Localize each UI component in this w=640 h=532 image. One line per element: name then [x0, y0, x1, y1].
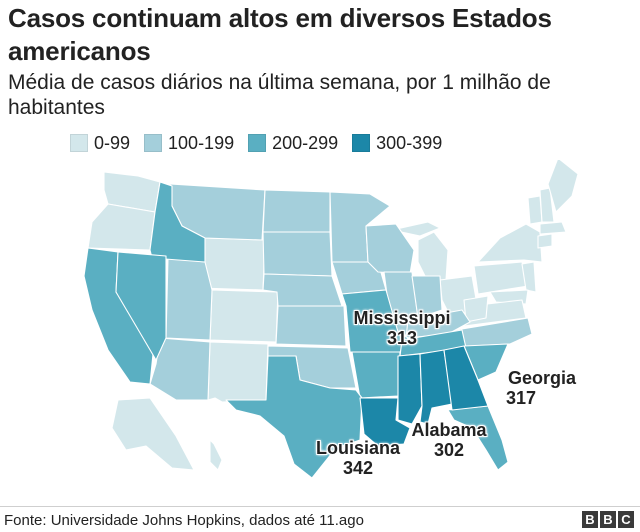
label-alabama-name: Alabama [411, 420, 487, 440]
state-arkansas [351, 351, 401, 399]
legend-swatch [144, 134, 163, 152]
state-south-dakota [262, 231, 333, 277]
state-massachusetts [539, 221, 567, 235]
legend-item-0-99: 0-99 [70, 133, 130, 154]
legend-label: 200-299 [272, 132, 339, 153]
state-maine [547, 160, 579, 213]
legend-swatch [70, 134, 88, 152]
legend-label: 0-99 [94, 132, 131, 153]
label-mississippi-name: Mississippi [353, 308, 451, 328]
state-new-hampshire [539, 187, 555, 223]
label-louisiana-value: 342 [342, 458, 374, 478]
bbc-logo-letter: B [600, 511, 616, 528]
state-nevada [115, 251, 167, 361]
state-new-york [477, 223, 543, 263]
legend-item-200-299: 200-299 [248, 133, 338, 154]
state-alaska [111, 397, 195, 471]
label-georgia: Georgia 317 [500, 368, 584, 408]
state-texas [225, 355, 363, 479]
label-mississippi-value: 313 [386, 328, 418, 348]
label-louisiana-name: Louisiana [315, 438, 400, 458]
state-indiana [411, 275, 443, 319]
state-oregon [87, 203, 156, 251]
state-arizona [149, 337, 211, 401]
legend-swatch [352, 134, 371, 152]
state-kansas [275, 305, 347, 347]
tier-300-399 [359, 345, 489, 447]
legend-label: 100-199 [168, 132, 235, 153]
us-map: Mississippi 313 Georgia 317 Alabama 302 … [0, 160, 640, 500]
legend-item-100-199: 100-199 [144, 133, 234, 154]
label-louisiana: Louisiana 342 [308, 438, 408, 478]
label-georgia-value: 317 [506, 388, 537, 408]
label-georgia-name: Georgia [507, 368, 577, 388]
state-idaho [149, 181, 206, 263]
state-kentucky [405, 309, 471, 339]
footer-divider [0, 506, 640, 507]
state-colorado [209, 289, 279, 343]
source-note: Fonte: Universidade Johns Hopkins, dados… [4, 512, 364, 529]
legend-label: 300-399 [376, 132, 443, 153]
state-georgia [443, 345, 489, 411]
legend-item-300-399: 300-399 [352, 133, 442, 154]
legend: 0-99 100-199 200-299 300-399 [70, 132, 456, 154]
legend-swatch [248, 134, 267, 152]
state-pennsylvania [473, 261, 529, 295]
state-mississippi [397, 353, 423, 425]
chart-title: Casos continuam altos em diversos Estado… [8, 3, 552, 66]
bbc-logo-letter: C [618, 511, 634, 528]
label-mississippi: Mississippi 313 [340, 308, 464, 348]
state-hawaii [209, 439, 223, 471]
state-new-jersey [521, 261, 537, 293]
state-michigan [417, 231, 449, 283]
tier-0-99 [87, 160, 579, 471]
tier-100-199 [149, 183, 533, 401]
state-michigan-upper [391, 221, 441, 237]
label-alabama-value: 302 [433, 440, 465, 460]
state-utah [165, 257, 213, 341]
label-alabama: Alabama 302 [404, 420, 494, 460]
state-vermont [527, 195, 543, 225]
bbc-logo: B B C [580, 511, 634, 528]
state-florida [447, 405, 509, 471]
state-north-dakota [262, 189, 331, 233]
bbc-logo-letter: B [582, 511, 598, 528]
state-new-mexico [207, 341, 269, 403]
state-connecticut [537, 233, 553, 249]
us-map-svg [83, 160, 579, 479]
chart-subtitle: Média de casos diários na última semana,… [8, 71, 551, 119]
